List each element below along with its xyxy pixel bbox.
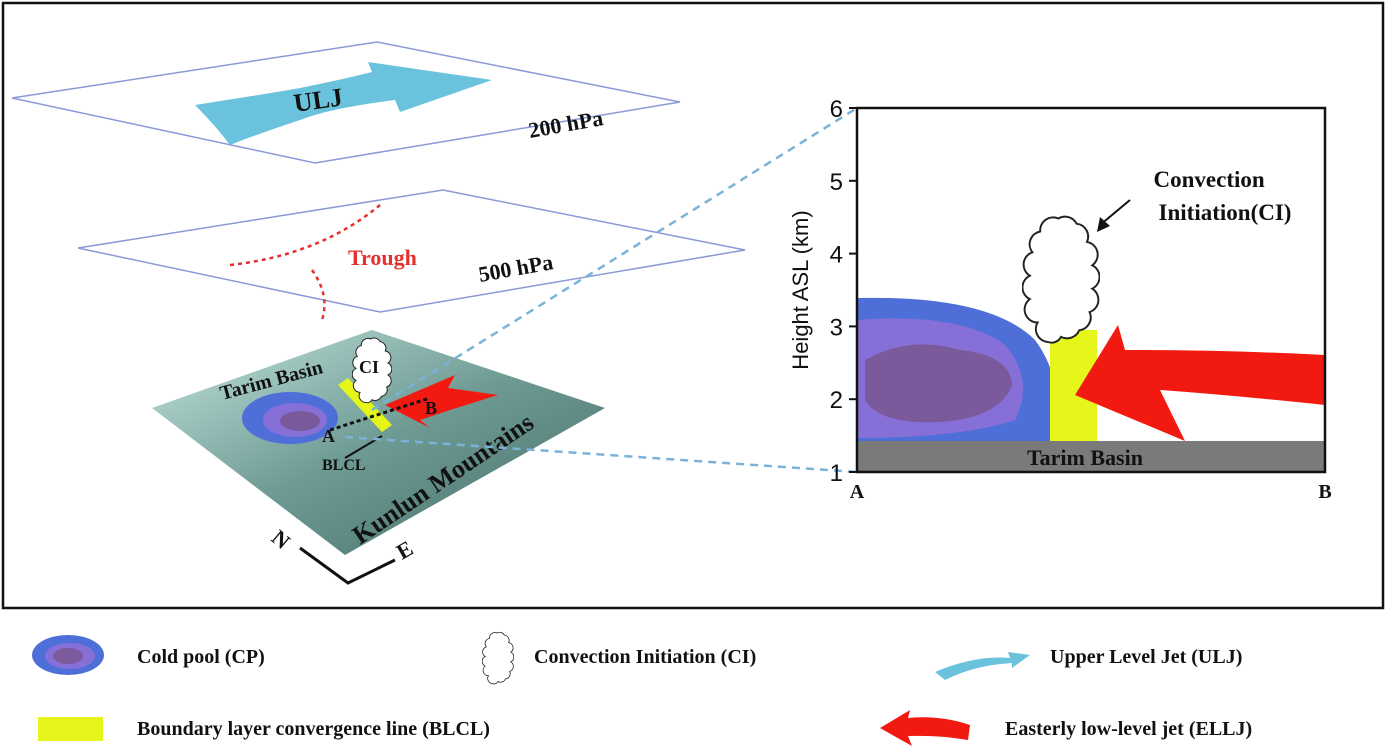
north-label: N [267, 525, 295, 554]
legend-label: Convection Initiation (CI) [534, 646, 756, 668]
ground [857, 441, 1325, 472]
ci-label: CI [359, 357, 379, 377]
section-line [329, 396, 431, 432]
ci-annotation: Convection Initiation(CI) [1154, 167, 1292, 225]
y-ticks: 1 2 3 4 5 6 [830, 96, 857, 487]
pressure-500: 500 hPa [477, 249, 555, 287]
cold-pool [280, 411, 320, 431]
ulj-arrow [195, 62, 492, 145]
blcl [338, 378, 392, 432]
point-b: B [425, 398, 437, 418]
blcl-label: BLCL [322, 457, 366, 474]
ellj-arrow [1075, 325, 1325, 441]
plane-200 [11, 41, 681, 164]
legend-label: Easterly low-level jet (ELLJ) [1005, 718, 1252, 740]
legend-label: Cold pool (CP) [137, 646, 265, 668]
trough-label: Trough [348, 245, 417, 270]
ellj-arrow [385, 375, 498, 428]
ci-line: Convection [1154, 167, 1265, 192]
connector [371, 106, 858, 412]
cross-section: Tarim Basin Convection Initiation(CI) He… [788, 96, 1332, 503]
ground-label: Tarim Basin [1027, 445, 1143, 470]
ci-cloud [1022, 215, 1100, 344]
legend-swatch [38, 717, 103, 741]
east-label: E [392, 535, 417, 564]
y-axis-label: Height ASL (km) [788, 210, 813, 369]
ci-pointer [1099, 199, 1131, 226]
legend-label: Boundary layer convergence line (BLCL) [137, 718, 490, 740]
compass [299, 546, 396, 585]
trough-line [229, 204, 381, 267]
connector [344, 435, 858, 474]
frame [1, 1, 1385, 610]
legend-swatch [482, 631, 514, 685]
x-end: B [1318, 481, 1331, 503]
ci-pointer-head [1097, 217, 1110, 232]
trough-line [310, 269, 326, 321]
legend: Cold pool (CP) Convection Initiation (CI… [32, 631, 1252, 746]
y-tick-label: 3 [830, 314, 843, 341]
axes-box [855, 106, 1327, 474]
legend-label: Upper Level Jet (ULJ) [1050, 646, 1242, 668]
y-tick-label: 5 [830, 169, 843, 196]
legend-swatch [880, 710, 970, 746]
y-tick-label: 4 [830, 242, 843, 269]
y-tick-label: 6 [830, 96, 843, 123]
plane-500 [77, 189, 746, 313]
legend-swatch [935, 652, 1030, 680]
y-tick-label: 1 [830, 460, 843, 487]
x-start: A [850, 481, 865, 503]
y-tick-label: 2 [830, 387, 843, 414]
legend-swatch [53, 648, 83, 664]
pressure-200: 200 hPa [527, 105, 605, 143]
ci-line: Initiation(CI) [1159, 200, 1292, 225]
terrain [152, 330, 605, 555]
cold-pool [865, 344, 1012, 423]
point-a: A [322, 426, 335, 446]
ulj-label: ULJ [292, 82, 345, 118]
